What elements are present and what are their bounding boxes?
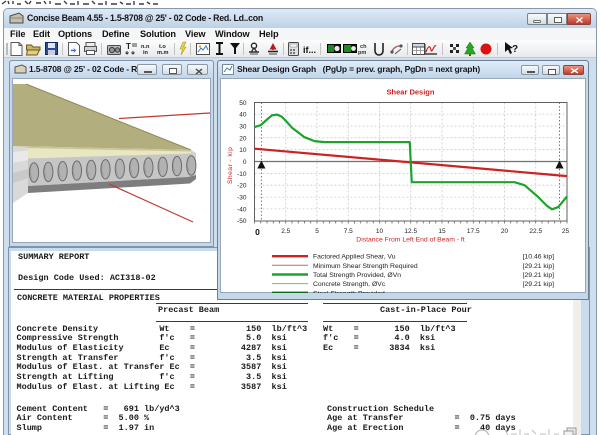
svg-text:Shear Design: Shear Design xyxy=(387,88,435,97)
svg-text:[29.21 kip]: [29.21 kip] xyxy=(523,272,554,279)
svg-text:0: 0 xyxy=(243,159,247,166)
svg-text:if...: if... xyxy=(303,45,316,55)
svg-text:-30: -30 xyxy=(237,195,247,202)
svg-text:-10: -10 xyxy=(237,171,247,178)
svg-text:22.5: 22.5 xyxy=(529,228,542,235)
svg-text:ch: ch xyxy=(360,44,367,50)
svg-text:Factored Applied Shear, Vu: Factored Applied Shear, Vu xyxy=(313,254,396,261)
svg-text:-50: -50 xyxy=(237,218,247,225)
svg-text:Shear - kip: Shear - kip xyxy=(227,147,234,184)
svg-text:17.5: 17.5 xyxy=(467,228,480,235)
svg-text:10: 10 xyxy=(376,228,384,235)
svg-text:[29.21 kip]: [29.21 kip] xyxy=(523,281,554,288)
svg-text:m.m: m.m xyxy=(157,50,169,56)
svg-text:15: 15 xyxy=(438,228,446,235)
svg-text:pm: pm xyxy=(358,50,366,56)
svg-text:20: 20 xyxy=(239,135,247,142)
svg-text:7.5: 7.5 xyxy=(344,228,353,235)
svg-text:10: 10 xyxy=(239,147,247,154)
svg-text:12.5: 12.5 xyxy=(404,228,417,235)
svg-text:40: 40 xyxy=(239,112,247,119)
svg-text:[10.46 kip]: [10.46 kip] xyxy=(523,254,554,261)
svg-text:20: 20 xyxy=(501,228,509,235)
svg-text:25: 25 xyxy=(562,228,570,235)
svg-text:Distance From Left End of Beam: Distance From Left End of Beam - ft xyxy=(356,237,465,244)
svg-text:Minimum Shear Strength Require: Minimum Shear Strength Required xyxy=(313,263,418,270)
svg-text:5: 5 xyxy=(315,228,319,235)
svg-text:n.n: n.n xyxy=(141,44,150,50)
svg-text:0: 0 xyxy=(255,227,260,237)
svg-text:-20: -20 xyxy=(237,183,247,190)
svg-text:t.o: t.o xyxy=(159,44,166,50)
svg-text:-40: -40 xyxy=(237,206,247,213)
svg-text:in: in xyxy=(143,50,149,56)
svg-text:Steel Strength Provided: Steel Strength Provided xyxy=(313,290,385,293)
svg-text:50: 50 xyxy=(239,100,247,107)
svg-text:[29.21 kip]: [29.21 kip] xyxy=(523,263,554,270)
svg-text:2.5: 2.5 xyxy=(281,228,290,235)
svg-text:30: 30 xyxy=(239,124,247,131)
svg-text:T: T xyxy=(126,42,131,51)
svg-text:Concrete Strength, ØVc: Concrete Strength, ØVc xyxy=(313,281,386,288)
svg-text:?: ? xyxy=(512,44,518,55)
svg-text:Total Strength Provided, ØVn: Total Strength Provided, ØVn xyxy=(313,272,401,279)
